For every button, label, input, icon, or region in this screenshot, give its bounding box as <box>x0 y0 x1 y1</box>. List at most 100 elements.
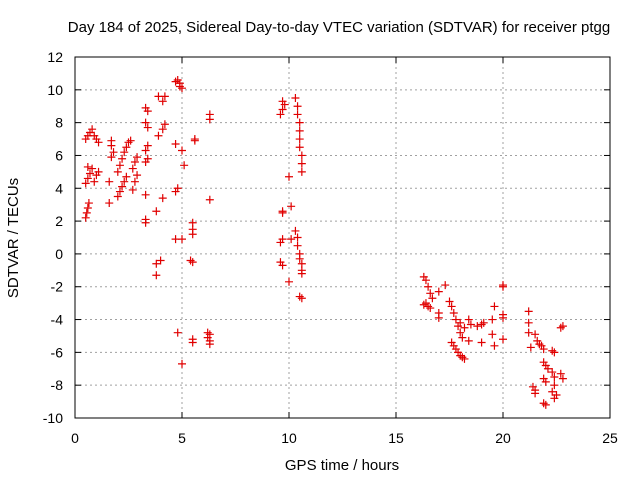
x-axis-label: GPS time / hours <box>285 457 399 474</box>
x-tick-label: 10 <box>281 430 297 446</box>
data-point <box>83 162 92 171</box>
data-points <box>81 75 567 409</box>
data-point <box>105 177 114 186</box>
x-tick-label: 20 <box>495 430 511 446</box>
data-point <box>83 203 92 212</box>
data-point <box>120 148 129 157</box>
data-point <box>173 328 182 337</box>
data-point <box>499 313 507 322</box>
data-point <box>180 161 189 170</box>
y-tick-label: -10 <box>43 410 63 426</box>
data-point <box>477 320 486 329</box>
data-point <box>464 336 473 345</box>
data-point <box>126 136 135 145</box>
data-point <box>133 153 142 162</box>
data-point <box>276 110 285 119</box>
data-point <box>464 315 473 324</box>
data-point <box>539 345 548 354</box>
data-point <box>278 207 287 216</box>
data-point <box>531 389 540 398</box>
data-point <box>124 138 133 147</box>
data-point <box>113 192 122 201</box>
data-point <box>293 102 302 111</box>
data-point <box>81 179 90 188</box>
x-tick-label: 25 <box>602 430 618 446</box>
data-point <box>141 190 150 199</box>
data-point <box>107 153 116 162</box>
data-point <box>297 269 306 278</box>
data-point <box>190 135 199 144</box>
data-point <box>295 118 304 127</box>
data-point <box>556 323 565 332</box>
data-point <box>83 174 92 183</box>
data-point <box>178 84 186 93</box>
data-point <box>490 302 499 311</box>
data-point <box>479 318 488 327</box>
data-point <box>295 126 304 135</box>
data-point <box>460 354 469 363</box>
data-point <box>84 199 93 208</box>
data-point <box>141 146 150 155</box>
data-point <box>295 143 304 152</box>
x-tick-label: 15 <box>388 430 404 446</box>
y-tick-label: 8 <box>55 115 63 131</box>
data-point <box>548 346 557 355</box>
data-point <box>130 158 139 167</box>
data-point <box>556 369 565 378</box>
data-point <box>152 259 161 268</box>
data-point <box>426 304 435 313</box>
data-point <box>293 110 302 119</box>
data-point <box>141 215 150 224</box>
data-point <box>130 177 139 186</box>
data-point <box>205 110 214 119</box>
y-tick-label: -4 <box>51 312 64 328</box>
data-point <box>558 322 567 331</box>
y-tick-label: 4 <box>55 180 63 196</box>
data-point <box>94 138 103 147</box>
data-point <box>541 377 550 386</box>
data-point <box>122 143 131 152</box>
data-point <box>550 381 559 390</box>
data-point <box>94 167 103 176</box>
data-point <box>291 226 300 235</box>
data-point <box>88 125 97 134</box>
data-point <box>115 187 124 196</box>
data-point <box>178 146 186 155</box>
data-point <box>428 294 437 303</box>
data-point <box>122 172 131 181</box>
data-point <box>287 235 296 244</box>
chart-title: Day 184 of 2025, Sidereal Day-to-day VTE… <box>68 19 610 36</box>
data-point <box>278 97 287 106</box>
data-point <box>445 297 454 306</box>
data-point <box>524 318 533 327</box>
data-point <box>490 341 499 350</box>
data-point <box>295 254 304 263</box>
data-point <box>419 300 428 309</box>
data-point <box>526 343 535 352</box>
data-point <box>171 77 180 86</box>
plot-frame <box>74 56 611 419</box>
grid <box>75 57 610 418</box>
data-point <box>473 322 482 331</box>
data-point <box>178 235 186 244</box>
y-tick-label: 12 <box>47 49 63 65</box>
y-tick-label: -2 <box>51 279 64 295</box>
data-point <box>548 368 557 377</box>
data-point <box>499 335 507 344</box>
data-point <box>539 399 548 408</box>
data-point <box>107 136 116 145</box>
data-point <box>421 276 430 285</box>
y-tick-label: 10 <box>47 82 63 98</box>
data-point <box>451 315 460 324</box>
y-tick-label: -6 <box>51 344 64 360</box>
data-point <box>285 172 293 181</box>
y-axis-label: SDTVAR / TECUs <box>5 178 22 298</box>
data-point <box>205 340 214 349</box>
data-point <box>158 97 167 106</box>
data-point <box>156 256 165 265</box>
data-point <box>109 148 118 157</box>
data-point <box>531 330 540 339</box>
data-point <box>205 195 214 204</box>
data-point <box>548 387 557 396</box>
